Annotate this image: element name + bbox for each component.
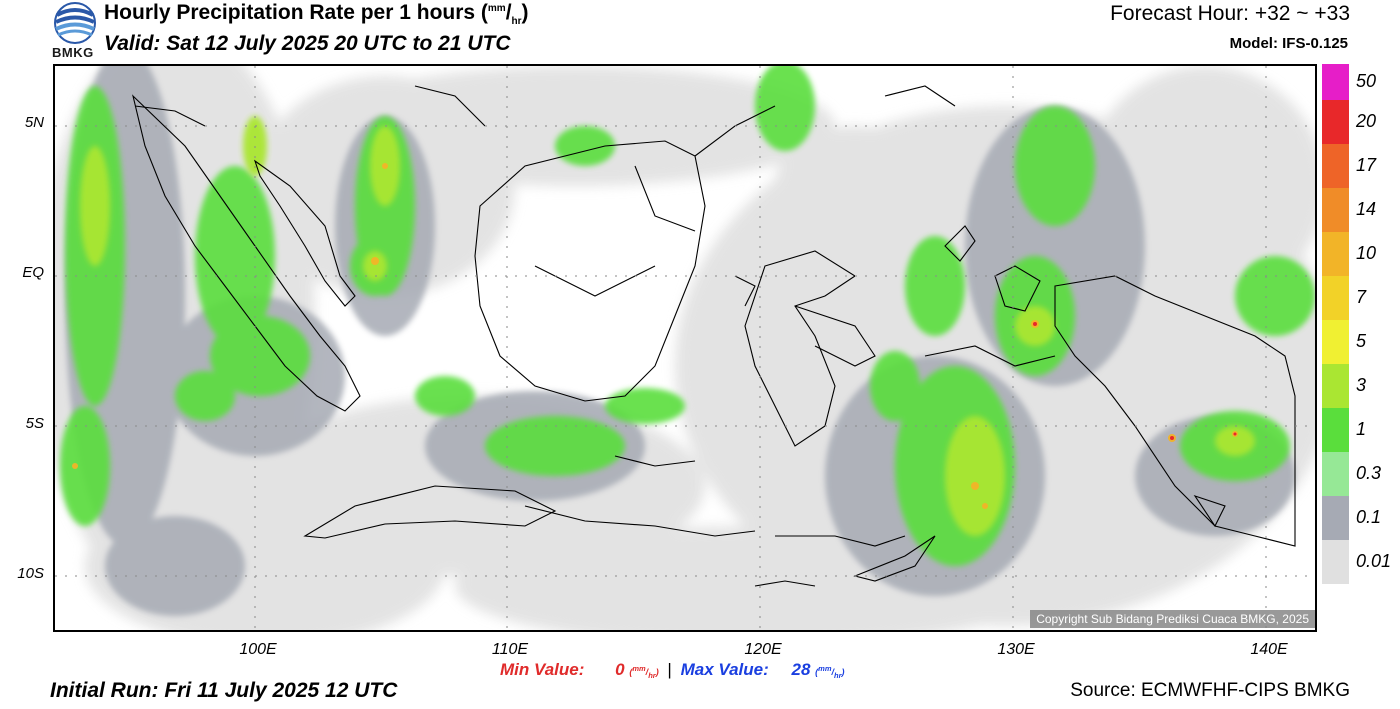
min-unit-top: mm bbox=[632, 664, 646, 673]
valid-time: Valid: Sat 12 July 2025 20 UTC to 21 UTC bbox=[104, 32, 511, 55]
lon-label-100e: 100E bbox=[239, 641, 277, 658]
min-unit-bottom: hr bbox=[648, 670, 656, 680]
color-scale-label: 3 bbox=[1356, 375, 1367, 395]
max-unit-bottom: hr bbox=[834, 670, 842, 680]
model-name: Model: IFS-0.125 bbox=[1229, 35, 1348, 52]
color-scale-label: 17 bbox=[1356, 155, 1377, 175]
lat-label-5n: 5N bbox=[24, 114, 44, 131]
forecast-hour: Forecast Hour: +32 ~ +33 bbox=[1110, 2, 1350, 25]
color-scale-label: 0.01 bbox=[1356, 551, 1392, 571]
grid-lines bbox=[55, 66, 1315, 630]
color-scale-segment bbox=[1322, 496, 1349, 540]
color-scale-label: 0.3 bbox=[1356, 463, 1382, 483]
lat-label-10s: 10S bbox=[17, 565, 44, 582]
lon-label-140e: 140E bbox=[1250, 641, 1288, 658]
color-scale-label: 14 bbox=[1356, 199, 1377, 219]
color-scale-segment bbox=[1322, 540, 1349, 584]
logo-text: BMKG bbox=[52, 45, 94, 60]
min-value: 0 bbox=[615, 660, 625, 679]
max-unit-top: mm bbox=[818, 664, 832, 673]
max-value: 28 bbox=[791, 660, 811, 679]
lon-label-120e: 120E bbox=[744, 641, 782, 658]
min-label: Min Value: bbox=[500, 660, 585, 679]
max-label: Max Value: bbox=[680, 660, 769, 679]
lat-label-eq: EQ bbox=[22, 264, 44, 281]
bmkg-logo-icon bbox=[54, 2, 96, 44]
color-scale-bar bbox=[1322, 64, 1352, 584]
title-unit-bottom: hr bbox=[511, 16, 522, 28]
data-source: Source: ECMWFHF-CIPS BMKG bbox=[1070, 680, 1350, 701]
color-scale-label: 7 bbox=[1356, 287, 1367, 307]
map-canvas bbox=[55, 66, 1315, 630]
lat-label-5s: 5S bbox=[25, 415, 44, 432]
color-scale-segment bbox=[1322, 364, 1349, 408]
color-scale-segment bbox=[1322, 64, 1349, 100]
color-scale-label: 5 bbox=[1356, 331, 1367, 351]
color-scale-label: 10 bbox=[1356, 243, 1377, 263]
title-main: Hourly Precipitation Rate per 1 hours ( bbox=[104, 1, 488, 24]
copyright-notice: Copyright Sub Bidang Prediksi Cuaca BMKG… bbox=[1030, 610, 1315, 628]
country-borders bbox=[132, 85, 1296, 587]
extreme-rain-layer bbox=[1033, 322, 1237, 440]
color-scale-label: 50 bbox=[1356, 71, 1377, 91]
bmkg-logo bbox=[50, 1, 100, 59]
color-scale-segment bbox=[1322, 232, 1349, 276]
title-unit-top: mm bbox=[487, 3, 506, 14]
lon-label-110e: 110E bbox=[491, 641, 529, 658]
color-scale-segment bbox=[1322, 188, 1349, 232]
chart-title: Hourly Precipitation Rate per 1 hours (m… bbox=[104, 1, 529, 28]
color-scale-segment bbox=[1322, 320, 1349, 364]
precipitation-map bbox=[53, 64, 1317, 632]
color-scale-segment bbox=[1322, 144, 1349, 188]
color-scale-label: 0.1 bbox=[1356, 507, 1382, 527]
color-scale-segment bbox=[1322, 408, 1349, 452]
color-scale-label: 20 bbox=[1356, 111, 1377, 131]
initial-run: Initial Run: Fri 11 July 2025 12 UTC bbox=[50, 679, 398, 702]
min-max-separator: | bbox=[667, 660, 672, 679]
color-scale-label: 1 bbox=[1356, 419, 1367, 439]
title-close: ) bbox=[521, 1, 529, 24]
color-scale-segment bbox=[1322, 100, 1349, 144]
min-max-values: Min Value: 0 (mm/hr) | Max Value: 28 (mm… bbox=[500, 660, 845, 680]
color-scale-segment bbox=[1322, 452, 1349, 496]
lon-label-130e: 130E bbox=[997, 641, 1035, 658]
color-scale-segment bbox=[1322, 276, 1349, 320]
